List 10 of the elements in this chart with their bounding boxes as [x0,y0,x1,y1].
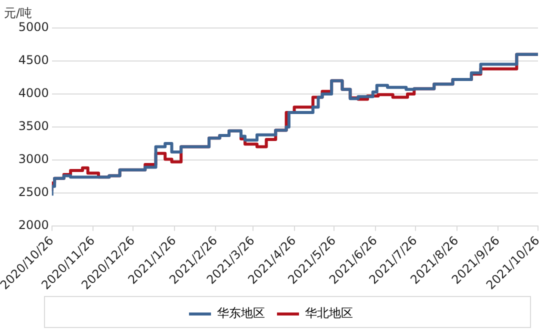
y-axis-title: 元/吨 [4,6,32,20]
legend-label: 华北地区 [305,306,353,320]
y-tick-label: 4500 [18,53,49,68]
legend-label: 华东地区 [217,306,265,320]
y-tick-label: 2000 [18,218,49,232]
y-tick-label: 2500 [18,185,49,200]
y-tick-label: 5000 [18,20,49,34]
y-tick-label: 4000 [18,86,49,100]
y-tick-label: 3000 [18,152,49,166]
y-tick-label: 3500 [18,119,49,134]
